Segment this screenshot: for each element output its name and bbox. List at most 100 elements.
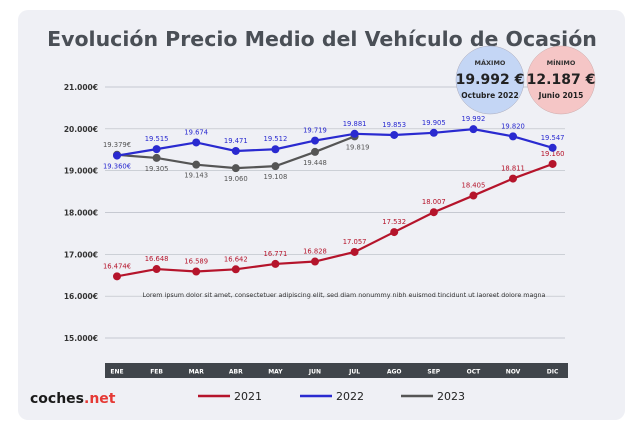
data-label: 19.515	[145, 135, 169, 143]
data-point	[192, 267, 201, 276]
annotation: Lorem ipsum dolor sit amet, consectetuer…	[143, 291, 546, 299]
data-label: 19.853	[382, 121, 406, 129]
legend-label: 2022	[336, 390, 364, 403]
svg-text:coches.net: coches.net	[30, 391, 116, 407]
data-label: 19.820	[501, 122, 525, 130]
data-label: 18.405	[462, 182, 486, 190]
x-tick-label: MAR	[189, 369, 205, 376]
max-badge-circle	[455, 45, 525, 115]
max-badge-label: MÁXIMO	[475, 58, 506, 67]
data-label: 19.379€	[103, 141, 131, 149]
max-badge: MÁXIMO 19.992 € Octubre 2022	[455, 45, 525, 115]
data-point	[231, 146, 240, 155]
data-point	[509, 174, 517, 183]
data-label: 19.108	[264, 173, 288, 181]
x-axis-bar	[105, 363, 568, 378]
min-badge-value: 12.187 €	[527, 72, 596, 88]
data-label: 19.819	[346, 143, 370, 151]
chart-title: Evolución Precio Medio del Vehículo de O…	[47, 27, 597, 51]
data-point	[231, 164, 240, 173]
x-tick-label: SEP	[427, 369, 440, 376]
x-tick-label: ABR	[229, 369, 243, 376]
min-badge-circle	[526, 45, 596, 115]
data-point	[390, 228, 399, 237]
legend-label: 2023	[437, 390, 465, 403]
min-badge: MÍNIMO 12.187 € Junio 2015	[526, 45, 596, 115]
series-line	[116, 128, 553, 157]
data-point	[350, 247, 359, 256]
data-label: 18.007	[422, 198, 446, 206]
data-point	[429, 208, 438, 217]
data-point	[429, 128, 438, 137]
data-point	[152, 265, 161, 274]
data-label: 16.648	[145, 255, 169, 263]
logo-text-a: coches	[30, 391, 84, 407]
data-label: 19.992	[462, 115, 486, 123]
data-point	[469, 125, 478, 134]
legend: 2021 2022 2023	[198, 390, 465, 403]
data-point	[192, 138, 201, 147]
data-point	[390, 130, 399, 139]
min-badge-label: MÍNIMO	[547, 58, 576, 67]
y-tick-label: 19.000€	[64, 167, 98, 176]
series-2022: 19.360€ 19.515 19.674 19.471 19.512 19.719 19.…	[103, 115, 565, 170]
data-point	[311, 136, 319, 145]
data-point	[231, 265, 240, 274]
data-point	[469, 191, 478, 200]
data-label: 19.305	[145, 165, 169, 173]
data-label: 19.448	[303, 159, 327, 167]
data-label: 19.143	[184, 172, 208, 180]
data-point	[271, 145, 280, 154]
data-point	[548, 143, 557, 152]
data-point	[113, 272, 121, 281]
data-point	[152, 153, 161, 162]
y-tick-label: 15.000€	[64, 334, 98, 343]
data-label: 16.828	[303, 248, 327, 256]
data-point	[113, 151, 121, 160]
data-label: 19.512	[264, 135, 288, 143]
x-tick-label: JUN	[308, 369, 321, 376]
data-label: 19.547	[541, 134, 565, 142]
y-tick-label: 21.000€	[64, 83, 98, 92]
x-tick-label: ENE	[110, 369, 123, 376]
chart-card	[18, 10, 625, 420]
x-tick-label: FEB	[150, 369, 163, 376]
data-label: 19.160	[541, 150, 565, 158]
data-label: 18.811	[501, 165, 525, 173]
data-label: 16.589	[184, 258, 208, 266]
data-point	[192, 160, 201, 169]
data-point	[311, 257, 319, 266]
y-tick-label: 16.000€	[64, 292, 98, 301]
data-label: 16.474€	[103, 262, 131, 270]
data-label: 17.057	[343, 238, 367, 246]
data-point	[152, 145, 161, 154]
data-point	[350, 129, 359, 138]
data-point	[509, 132, 517, 141]
data-label: 19.905	[422, 119, 446, 127]
logo: coches.net	[30, 391, 116, 407]
y-tick-label: 20.000€	[64, 125, 98, 134]
data-label: 16.771	[264, 250, 288, 258]
data-label: 19.719	[303, 127, 327, 135]
legend-label: 2021	[234, 390, 262, 403]
y-tick-label: 17.000€	[64, 250, 98, 259]
y-tick-label: 18.000€	[64, 209, 98, 218]
series-line	[116, 162, 553, 278]
series-2021: 16.474€ 16.648 16.589 16.642 16.771 16.828 17.…	[103, 150, 565, 281]
data-label: 17.532	[382, 218, 406, 226]
data-label: 19.674	[184, 128, 208, 136]
data-label: 19.881	[343, 120, 367, 128]
max-badge-date: Octubre 2022	[461, 91, 518, 100]
data-label: 16.642	[224, 255, 248, 263]
x-tick-label: JUL	[348, 369, 360, 376]
data-point	[311, 147, 319, 156]
logo-text-b: .net	[84, 391, 116, 407]
x-tick-label: OCT	[467, 369, 482, 376]
data-label: 19.360€	[103, 163, 131, 171]
min-badge-date: Junio 2015	[538, 91, 584, 100]
data-point	[548, 159, 557, 168]
data-label: 19.060	[224, 175, 248, 183]
x-tick-label: MAY	[268, 369, 283, 376]
data-point	[271, 162, 280, 171]
